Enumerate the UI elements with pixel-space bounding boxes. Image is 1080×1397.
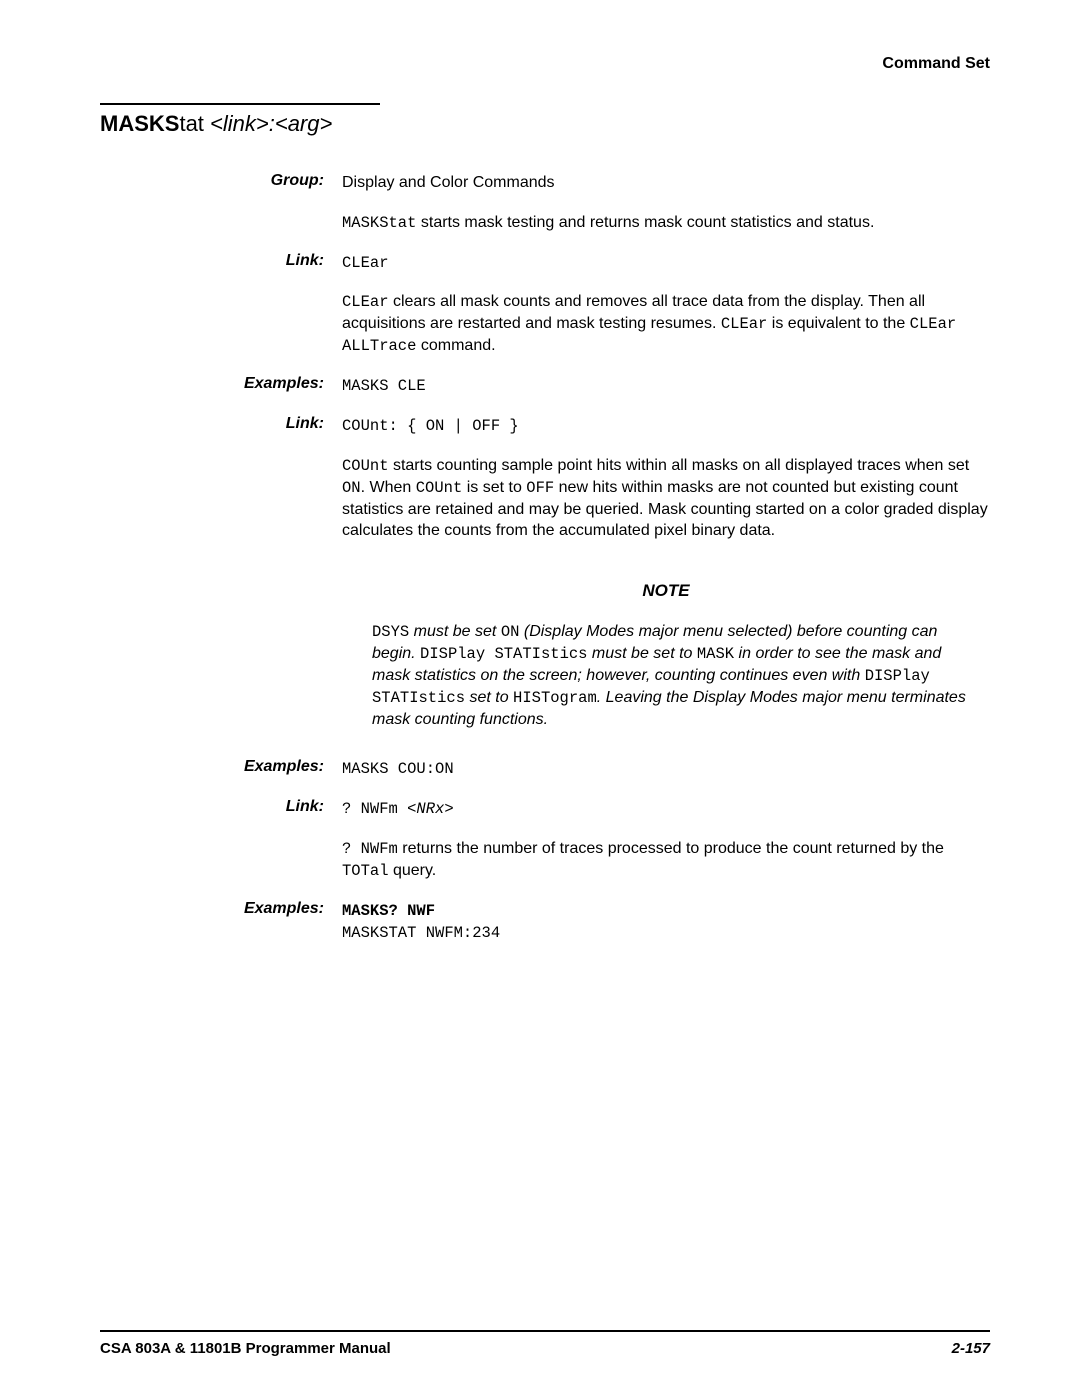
row-label [100, 838, 342, 882]
rows2-container: Examples:MASKS COU:ONLink:? NWFm <NRx>? … [100, 758, 990, 944]
row-content: ? NWFm <NRx> [342, 798, 990, 820]
row-content: COUnt starts counting sample point hits … [342, 455, 990, 542]
footer-right: 2-157 [952, 1340, 990, 1357]
row-label: Link: [100, 252, 342, 274]
row-content: MASKS COU:ON [342, 758, 990, 780]
row-label: Link: [100, 415, 342, 437]
header-section: Command Set [100, 55, 990, 73]
row-content: Display and Color Commands [342, 172, 990, 194]
definition-row: COUnt starts counting sample point hits … [100, 455, 990, 542]
command-title: MASKStat <link>:<arg> [100, 111, 990, 137]
definition-row: Group:Display and Color Commands [100, 172, 990, 194]
definition-row: CLEar clears all mask counts and removes… [100, 291, 990, 357]
title-args: <link>:<arg> [210, 111, 332, 136]
row-label: Link: [100, 798, 342, 820]
row-content: MASKStat starts mask testing and returns… [342, 212, 990, 234]
row-content: MASKS CLE [342, 375, 990, 397]
definition-row: Link:CLEar [100, 252, 990, 274]
row-label: Examples: [100, 375, 342, 397]
row-content: ? NWFm returns the number of traces proc… [342, 838, 990, 882]
row-content: CLEar clears all mask counts and removes… [342, 291, 990, 357]
footer: CSA 803A & 11801B Programmer Manual 2-15… [100, 1330, 990, 1357]
note-heading: NOTE [342, 580, 990, 603]
definition-row: MASKStat starts mask testing and returns… [100, 212, 990, 234]
row-content: COUnt: { ON | OFF } [342, 415, 990, 437]
row-content: MASKS? NWFMASKSTAT NWFM:234 [342, 900, 990, 944]
definition-row: Link:COUnt: { ON | OFF } [100, 415, 990, 437]
title-bold: MASKS [100, 111, 179, 136]
rows-container: Group:Display and Color Commands MASKStat… [100, 172, 990, 542]
definition-row: Examples:MASKS COU:ON [100, 758, 990, 780]
note-body: DSYS must be set ON (Display Modes major… [342, 621, 990, 730]
title-rule [100, 103, 380, 105]
row-label: Group: [100, 172, 342, 194]
definition-row: ? NWFm returns the number of traces proc… [100, 838, 990, 882]
definition-row: Link:? NWFm <NRx> [100, 798, 990, 820]
row-label [100, 212, 342, 234]
row-content: CLEar [342, 252, 990, 274]
row-label [100, 455, 342, 542]
definition-row: Examples:MASKS? NWFMASKSTAT NWFM:234 [100, 900, 990, 944]
title-rest: tat [179, 111, 210, 136]
footer-rule [100, 1330, 990, 1332]
row-label [100, 291, 342, 357]
row-label: Examples: [100, 758, 342, 780]
definition-row: Examples:MASKS CLE [100, 375, 990, 397]
footer-left: CSA 803A & 11801B Programmer Manual [100, 1340, 391, 1357]
row-label: Examples: [100, 900, 342, 944]
